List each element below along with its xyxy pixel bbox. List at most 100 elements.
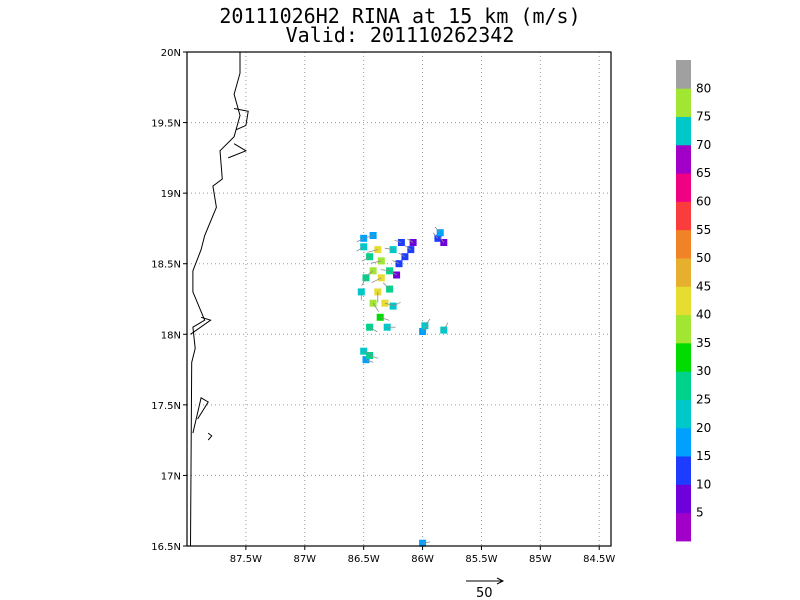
wind-vector	[439, 236, 445, 243]
colorbar-swatch	[676, 342, 691, 372]
x-tick-label: 86W	[411, 554, 434, 565]
wind-vector	[372, 302, 380, 312]
wind-vector	[407, 238, 414, 243]
wind-vector	[424, 318, 431, 327]
x-tick-label: 84.5W	[583, 554, 615, 565]
chart-title-line2: Valid: 201110262342	[285, 23, 515, 47]
y-tick-label: 16.5N	[151, 542, 181, 553]
colorbar-label: 80	[696, 81, 711, 95]
wind-vector	[365, 235, 374, 239]
colorbar-swatch	[676, 201, 691, 231]
wind-vector	[398, 252, 406, 258]
colorbar-label: 5	[696, 506, 704, 520]
wind-vector	[434, 226, 441, 233]
wind-vector	[369, 326, 378, 333]
coastline-segment	[192, 397, 209, 434]
colorbar-label: 45	[696, 279, 711, 293]
colorbar-swatch	[676, 258, 691, 287]
wind-vector	[384, 247, 394, 250]
wind-vector	[432, 232, 439, 239]
wind-vector	[363, 350, 372, 356]
x-tick-label: 87W	[293, 554, 316, 565]
wind-vector	[364, 270, 374, 278]
y-tick-label: 18N	[161, 330, 181, 341]
colorbar-swatch	[676, 286, 691, 316]
chart-title-line1: 20111026H2 RINA at 15 km (m/s)	[219, 4, 581, 28]
colorbar-label: 30	[696, 364, 711, 378]
grid-lines	[187, 51, 611, 547]
x-tick-labels: 87.5W 87W 86.5W 86W 85.5W 85W 84.5W	[230, 546, 615, 565]
colorbar-swatch	[676, 456, 691, 485]
colorbar-label: 35	[696, 336, 711, 350]
colorbar-label: 60	[696, 195, 711, 209]
colorbar-label: 20	[696, 421, 711, 435]
wind-vector	[422, 541, 431, 544]
wind-vector	[356, 246, 364, 252]
vector-key: 50	[466, 577, 505, 600]
wind-vector	[392, 301, 401, 307]
coastline-segment	[228, 143, 248, 159]
y-tick-label: 19N	[161, 189, 181, 200]
coastline-segment	[207, 432, 213, 441]
coastline-segment	[190, 52, 241, 547]
colorbar-swatch	[676, 427, 691, 457]
colorbar-swatch	[676, 173, 691, 202]
colorbar-swatch	[676, 512, 691, 542]
colorbar-label: 50	[696, 251, 711, 265]
x-tick-label: 85.5W	[465, 554, 497, 565]
x-tick-label: 87.5W	[230, 554, 262, 565]
y-tick-label: 17N	[161, 471, 181, 482]
map-frame	[186, 51, 612, 547]
wind-vector	[404, 245, 412, 250]
vector-key-arrowhead	[496, 577, 505, 585]
wind-vector	[371, 277, 382, 284]
wind-vector	[367, 249, 378, 253]
colorbar-swatch	[676, 484, 691, 514]
coastline-segment	[234, 108, 249, 131]
wind-vector	[382, 282, 390, 290]
wind-vector	[371, 260, 382, 264]
y-tick-label: 17.5N	[151, 401, 181, 412]
colorbar-label: 55	[696, 223, 711, 237]
y-tick-label: 18.5N	[151, 260, 181, 271]
colorbar-label: 10	[696, 477, 711, 491]
wind-vector	[380, 269, 390, 272]
colorbar: 5 10 15 20 25 30 35 40 45 50 55 60 65 70 75 80	[676, 60, 711, 542]
colorbar-label: 75	[696, 110, 711, 124]
wind-vector	[443, 322, 449, 331]
wind-vector	[394, 239, 402, 243]
colorbar-label: 40	[696, 308, 711, 322]
wind-vector	[392, 260, 400, 265]
y-tick-label: 19.5N	[151, 119, 181, 130]
wind-vectors	[356, 226, 449, 544]
wind-vector	[356, 237, 364, 243]
wind-vector	[365, 359, 374, 363]
colorbar-swatch	[676, 116, 691, 146]
colorbar-label: 65	[696, 166, 711, 180]
wind-vector	[361, 256, 370, 262]
wind-vector	[380, 316, 390, 321]
x-tick-label: 85W	[529, 554, 552, 565]
colorbar-swatch	[676, 371, 691, 400]
coastline	[190, 52, 249, 547]
y-tick-label: 20N	[161, 48, 181, 59]
colorbar-swatch	[676, 399, 691, 429]
wind-vector	[390, 270, 397, 276]
wind-speed-field	[357, 229, 448, 547]
colorbar-swatch	[676, 144, 691, 174]
wind-vector	[422, 325, 429, 332]
x-tick-label: 86.5W	[348, 554, 380, 565]
y-tick-labels: 16.5N 17N 17.5N 18N 18.5N 19N 19.5N 20N	[151, 48, 187, 553]
wind-vector	[361, 277, 367, 286]
colorbar-label: 25	[696, 393, 711, 407]
coastline-segment	[190, 316, 212, 335]
colorbar-label: 15	[696, 449, 711, 463]
wind-vector	[369, 355, 379, 359]
colorbar-swatch	[676, 88, 691, 117]
colorbar-swatch	[676, 314, 691, 344]
colorbar-label: 70	[696, 138, 711, 152]
colorbar-swatch	[676, 229, 691, 259]
vector-key-label: 50	[476, 586, 493, 600]
colorbar-swatch	[676, 60, 691, 89]
